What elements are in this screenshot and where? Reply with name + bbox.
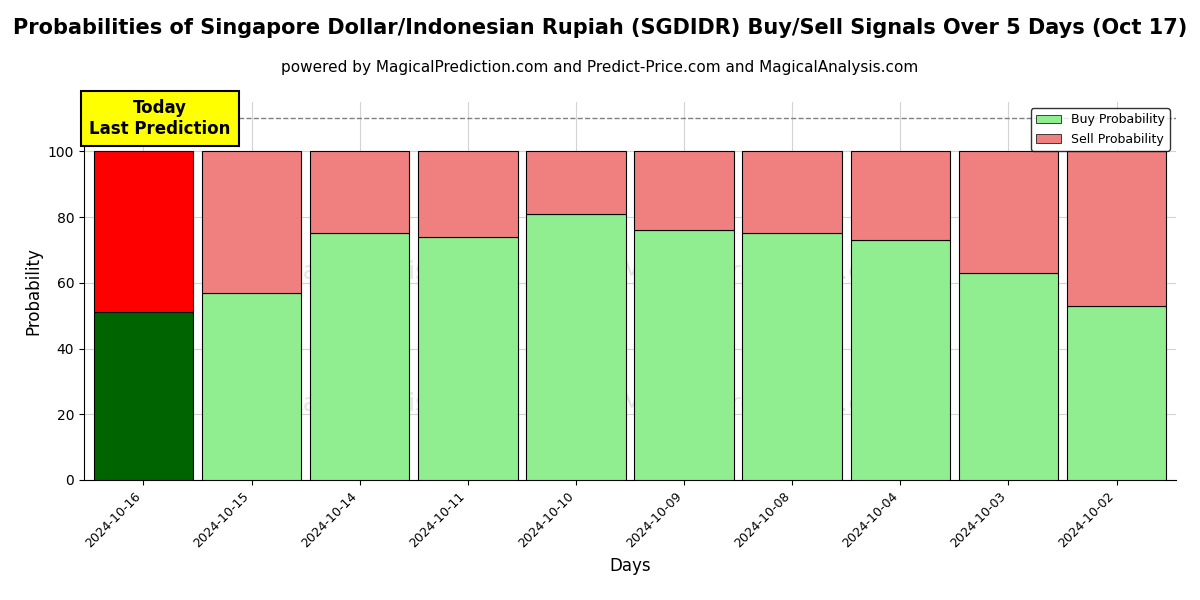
Bar (851, 151, 950, 240)
Bar (1067, 151, 1166, 306)
Bar (310, 151, 409, 233)
Bar (527, 151, 625, 214)
Bar (310, 233, 409, 480)
Text: Probabilities of Singapore Dollar/Indonesian Rupiah (SGDIDR) Buy/Sell Signals Ov: Probabilities of Singapore Dollar/Indone… (13, 18, 1187, 38)
Bar (94, 151, 193, 313)
Bar (635, 151, 733, 230)
Bar (1067, 306, 1166, 480)
Bar (851, 240, 950, 480)
Bar (418, 151, 517, 237)
Text: MagicalPrediction.com: MagicalPrediction.com (620, 260, 901, 284)
X-axis label: Days: Days (610, 557, 650, 575)
Bar (743, 151, 842, 233)
Bar (202, 151, 301, 293)
Text: powered by MagicalPrediction.com and Predict-Price.com and MagicalAnalysis.com: powered by MagicalPrediction.com and Pre… (281, 60, 919, 75)
Bar (959, 151, 1058, 273)
Bar (527, 214, 625, 480)
Text: calAnalysis.com: calAnalysis.com (289, 260, 490, 284)
Text: Today
Last Prediction: Today Last Prediction (89, 99, 230, 138)
Text: calAnalysis.com: calAnalysis.com (289, 392, 490, 416)
Bar (635, 230, 733, 480)
Y-axis label: Probability: Probability (24, 247, 42, 335)
Bar (418, 237, 517, 480)
Text: MagicalPrediction.com: MagicalPrediction.com (620, 392, 901, 416)
Bar (94, 313, 193, 480)
Bar (959, 273, 1058, 480)
Legend: Buy Probability, Sell Probability: Buy Probability, Sell Probability (1031, 108, 1170, 151)
Bar (743, 233, 842, 480)
Bar (202, 293, 301, 480)
